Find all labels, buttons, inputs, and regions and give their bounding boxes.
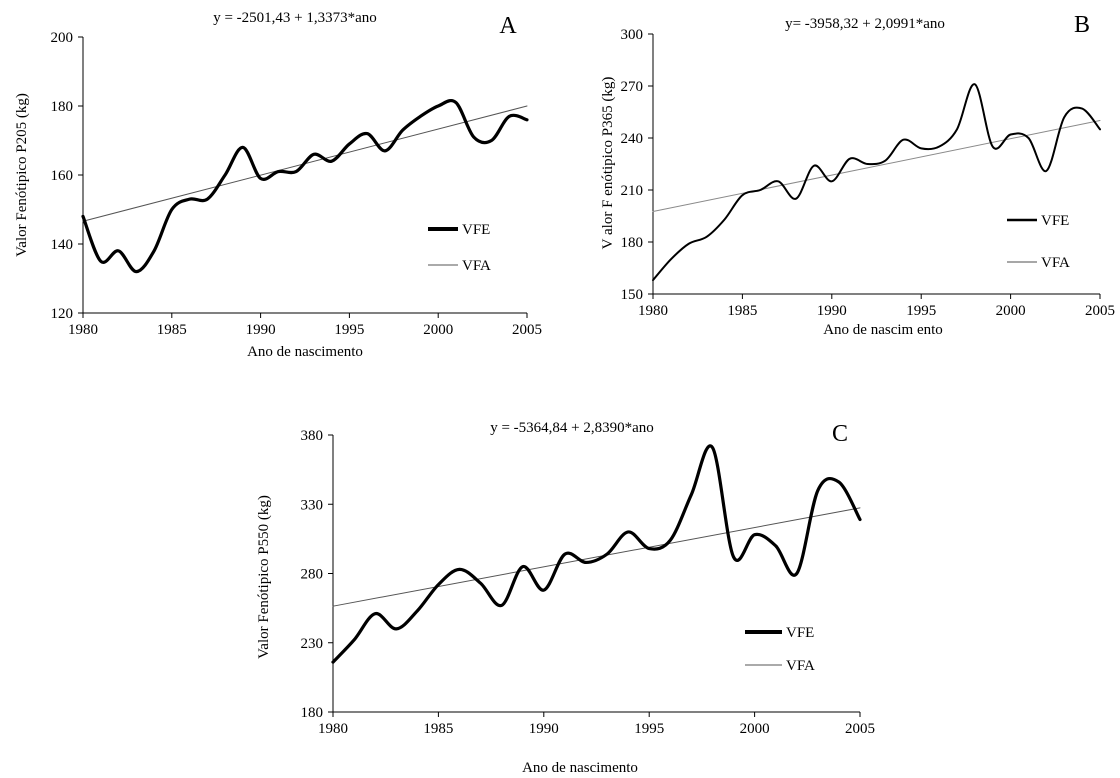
panel-c-x-tick-label: 1985 xyxy=(423,721,453,737)
panel-c-legend-vfe-label: VFE xyxy=(786,625,814,641)
panel-c-y-tick-label: 380 xyxy=(301,428,324,444)
panel-b: 150 180 210 240 270 300 1980 1985 1990 1995 2000 2… xyxy=(600,12,1115,338)
panel-a: 120 140 160 180 200 1980 1985 1990 1995 2000 2005… xyxy=(14,10,542,360)
panel-a-equation: y = -2501,43 + 1,3373*ano xyxy=(213,10,377,26)
panel-a-y-tick-label: 160 xyxy=(51,168,74,184)
panel-c-y-tick-label: 230 xyxy=(301,636,324,652)
panel-c-y-tick-label: 280 xyxy=(301,567,324,583)
panel-b-plot-series xyxy=(653,84,1100,280)
panel-b-y-tick-label: 270 xyxy=(621,79,644,95)
panel-b-x-tick-label: 1995 xyxy=(906,303,936,319)
panel-c-legend-vfa-label: VFA xyxy=(786,658,815,674)
panel-c-equation: y = -5364,84 + 2,8390*ano xyxy=(490,420,654,436)
panel-c-x-tick-label: 1995 xyxy=(634,721,664,737)
panel-b-y-tick-label: 210 xyxy=(621,183,644,199)
panel-a-x-tick-label: 1995 xyxy=(334,322,364,338)
panel-a-y-ticks: 120 140 160 180 200 xyxy=(51,30,84,322)
panel-a-x-tick-label: 1990 xyxy=(246,322,276,338)
panel-b-letter: B xyxy=(1074,12,1090,38)
panel-a-legend-vfe-label: VFE xyxy=(462,222,490,238)
panel-a-series-vfe-line xyxy=(83,101,527,272)
panel-c-y-tick-label: 330 xyxy=(301,497,324,513)
panel-c: 180 230 280 330 380 1980 1985 1990 1995 2000 2005… xyxy=(256,420,875,776)
panel-b-y-tick-label: 300 xyxy=(621,27,644,43)
panel-a-y-axis-title: Valor Fenótipico P205 (kg) xyxy=(14,93,30,257)
panel-a-legend-vfa-label: VFA xyxy=(462,258,491,274)
panel-b-series-vfa-line xyxy=(653,120,1100,211)
panel-b-legend-vfe-label: VFE xyxy=(1041,213,1069,229)
panel-b-x-tick-label: 2000 xyxy=(996,303,1026,319)
panel-b-y-ticks: 150 180 210 240 270 300 xyxy=(621,27,654,303)
panel-a-x-tick-label: 2000 xyxy=(423,322,453,338)
panel-c-y-tick-label: 180 xyxy=(301,705,324,721)
panel-a-x-tick-label: 1985 xyxy=(157,322,187,338)
panel-b-x-tick-label: 1980 xyxy=(638,303,668,319)
panel-b-series-vfe-line xyxy=(653,84,1100,280)
panel-c-letter: C xyxy=(832,421,848,447)
panel-b-legend: VFE VFA xyxy=(1007,213,1070,271)
panel-a-y-tick-label: 140 xyxy=(51,237,74,253)
panel-c-legend: VFE VFA xyxy=(745,625,815,674)
panel-c-x-tick-label: 1980 xyxy=(318,721,348,737)
panel-b-equation: y= -3958,32 + 2,0991*ano xyxy=(785,16,945,32)
panel-b-legend-vfa-label: VFA xyxy=(1041,255,1070,271)
panel-a-y-tick-label: 120 xyxy=(51,306,74,322)
panel-a-plot-series xyxy=(83,101,527,272)
panel-a-x-ticks: 1980 1985 1990 1995 2000 2005 xyxy=(68,313,542,338)
panel-a-y-tick-label: 200 xyxy=(51,30,74,46)
panel-c-y-axis-title: Valor Fenótipico P550 (kg) xyxy=(256,495,272,659)
panel-b-y-tick-label: 180 xyxy=(621,235,644,251)
panel-c-x-ticks: 1980 1985 1990 1995 2000 2005 xyxy=(318,712,875,737)
panel-a-letter: A xyxy=(499,13,517,39)
panel-a-x-axis-title: Ano de nascimento xyxy=(247,344,363,360)
panel-c-x-tick-label: 2005 xyxy=(845,721,875,737)
panel-c-y-ticks: 180 230 280 330 380 xyxy=(301,428,334,721)
panel-b-x-tick-label: 2005 xyxy=(1085,303,1115,319)
panel-b-y-axis-title: V alor F enótipico P365 (kg) xyxy=(600,77,616,250)
panel-a-x-tick-label: 2005 xyxy=(512,322,542,338)
panel-c-x-tick-label: 2000 xyxy=(740,721,770,737)
panel-a-y-tick-label: 180 xyxy=(51,99,74,115)
panel-b-y-tick-label: 240 xyxy=(621,131,644,147)
panel-a-x-tick-label: 1980 xyxy=(68,322,98,338)
panel-b-y-tick-label: 150 xyxy=(621,287,644,303)
panel-b-x-ticks: 1980 1985 1990 1995 2000 2005 xyxy=(638,294,1115,319)
panel-a-legend: VFE VFA xyxy=(428,222,491,274)
panel-c-plot-series xyxy=(333,446,860,662)
panel-c-x-axis-title: Ano de nascimento xyxy=(522,760,638,776)
panel-c-x-tick-label: 1990 xyxy=(529,721,559,737)
panel-b-x-tick-label: 1990 xyxy=(817,303,847,319)
panel-b-x-tick-label: 1985 xyxy=(727,303,757,319)
panel-c-series-vfe-line xyxy=(333,446,860,662)
panel-b-x-axis-title: Ano de nascim ento xyxy=(823,322,943,338)
